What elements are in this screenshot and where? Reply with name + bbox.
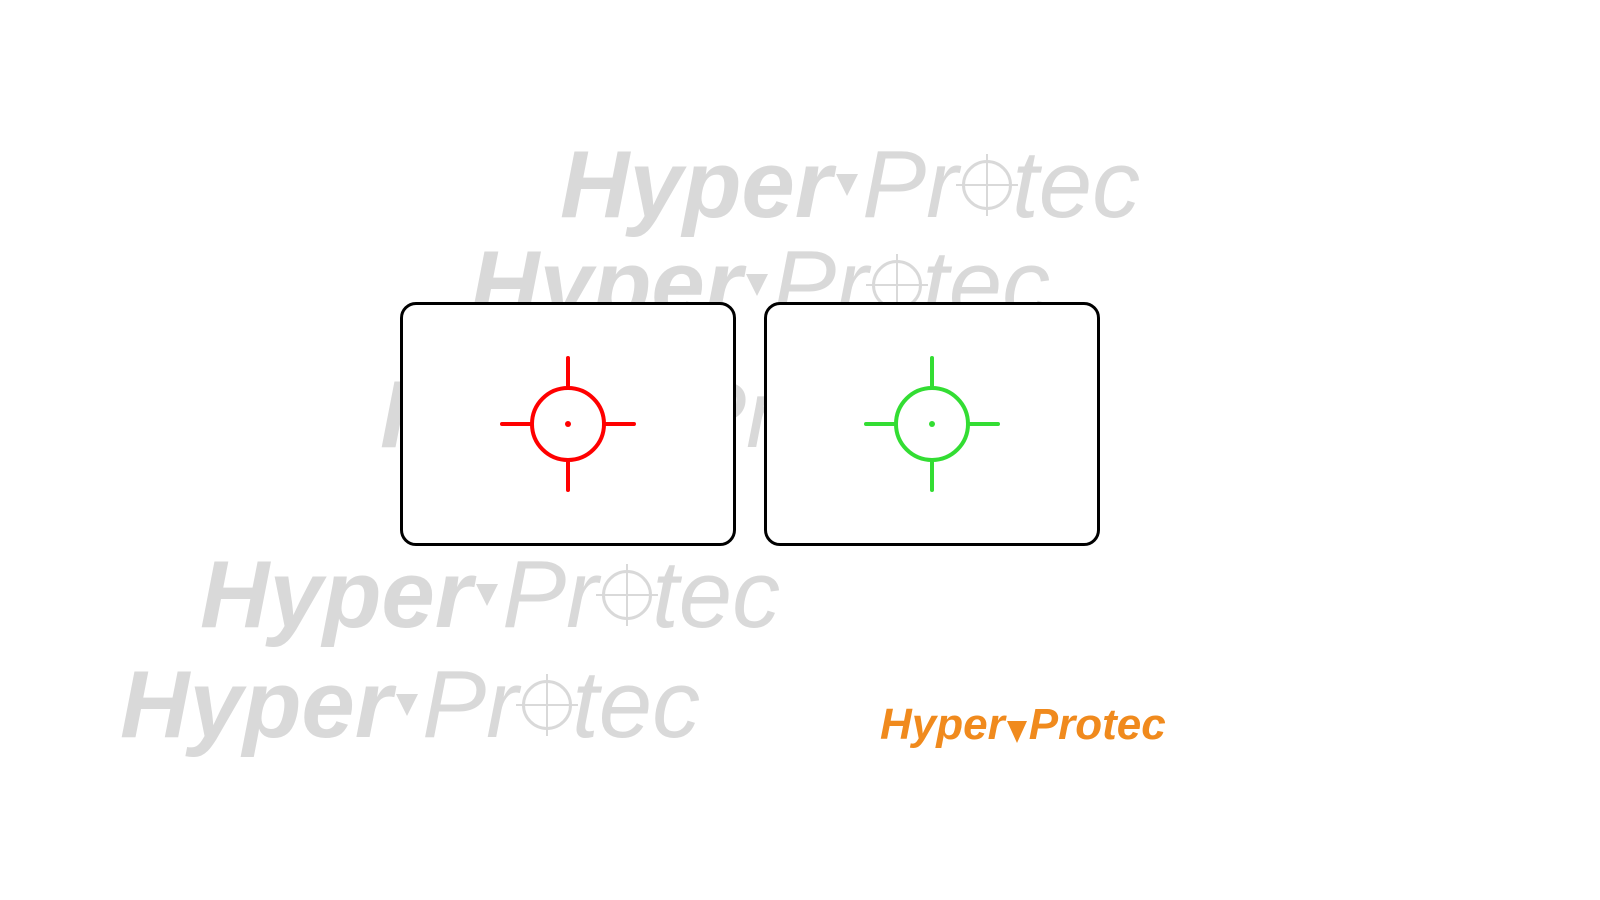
watermark-text-tail: tec xyxy=(1012,130,1140,240)
green-reticle-icon xyxy=(861,353,1003,495)
watermark-text-light: Pr xyxy=(422,650,518,760)
watermark-triangle-icon xyxy=(836,174,858,196)
watermark-text-bold: Hyper xyxy=(200,540,472,650)
brand-triangle-icon xyxy=(1007,721,1027,743)
watermark-instance: Hyper Prtec xyxy=(560,130,1140,240)
watermark-text-bold: Hyper xyxy=(120,650,392,760)
watermark-instance: Hyper Prtec xyxy=(200,540,780,650)
watermark-triangle-icon xyxy=(396,694,418,716)
watermark-instance: Hyper Prtec xyxy=(120,650,700,760)
brand-text-bold: Hyper xyxy=(880,700,1005,750)
green-reticle-panel xyxy=(764,302,1100,546)
watermark-text-light: Pr xyxy=(502,540,598,650)
watermark-text-tail: tec xyxy=(652,540,780,650)
watermark-text-bold: Hyper xyxy=(560,130,832,240)
red-reticle-panel xyxy=(400,302,736,546)
watermark-scope-icon xyxy=(522,680,572,730)
brand-logo: Hyper Protec xyxy=(880,700,1166,750)
watermark-text-light: Pr xyxy=(862,130,958,240)
watermark-triangle-icon xyxy=(476,584,498,606)
watermark-scope-icon xyxy=(602,570,652,620)
reticle-panels xyxy=(400,302,1100,546)
red-reticle-icon xyxy=(497,353,639,495)
brand-text-light: Protec xyxy=(1029,700,1166,750)
watermark-triangle-icon xyxy=(746,274,768,296)
watermark-scope-icon xyxy=(962,160,1012,210)
watermark-text-tail: tec xyxy=(572,650,700,760)
